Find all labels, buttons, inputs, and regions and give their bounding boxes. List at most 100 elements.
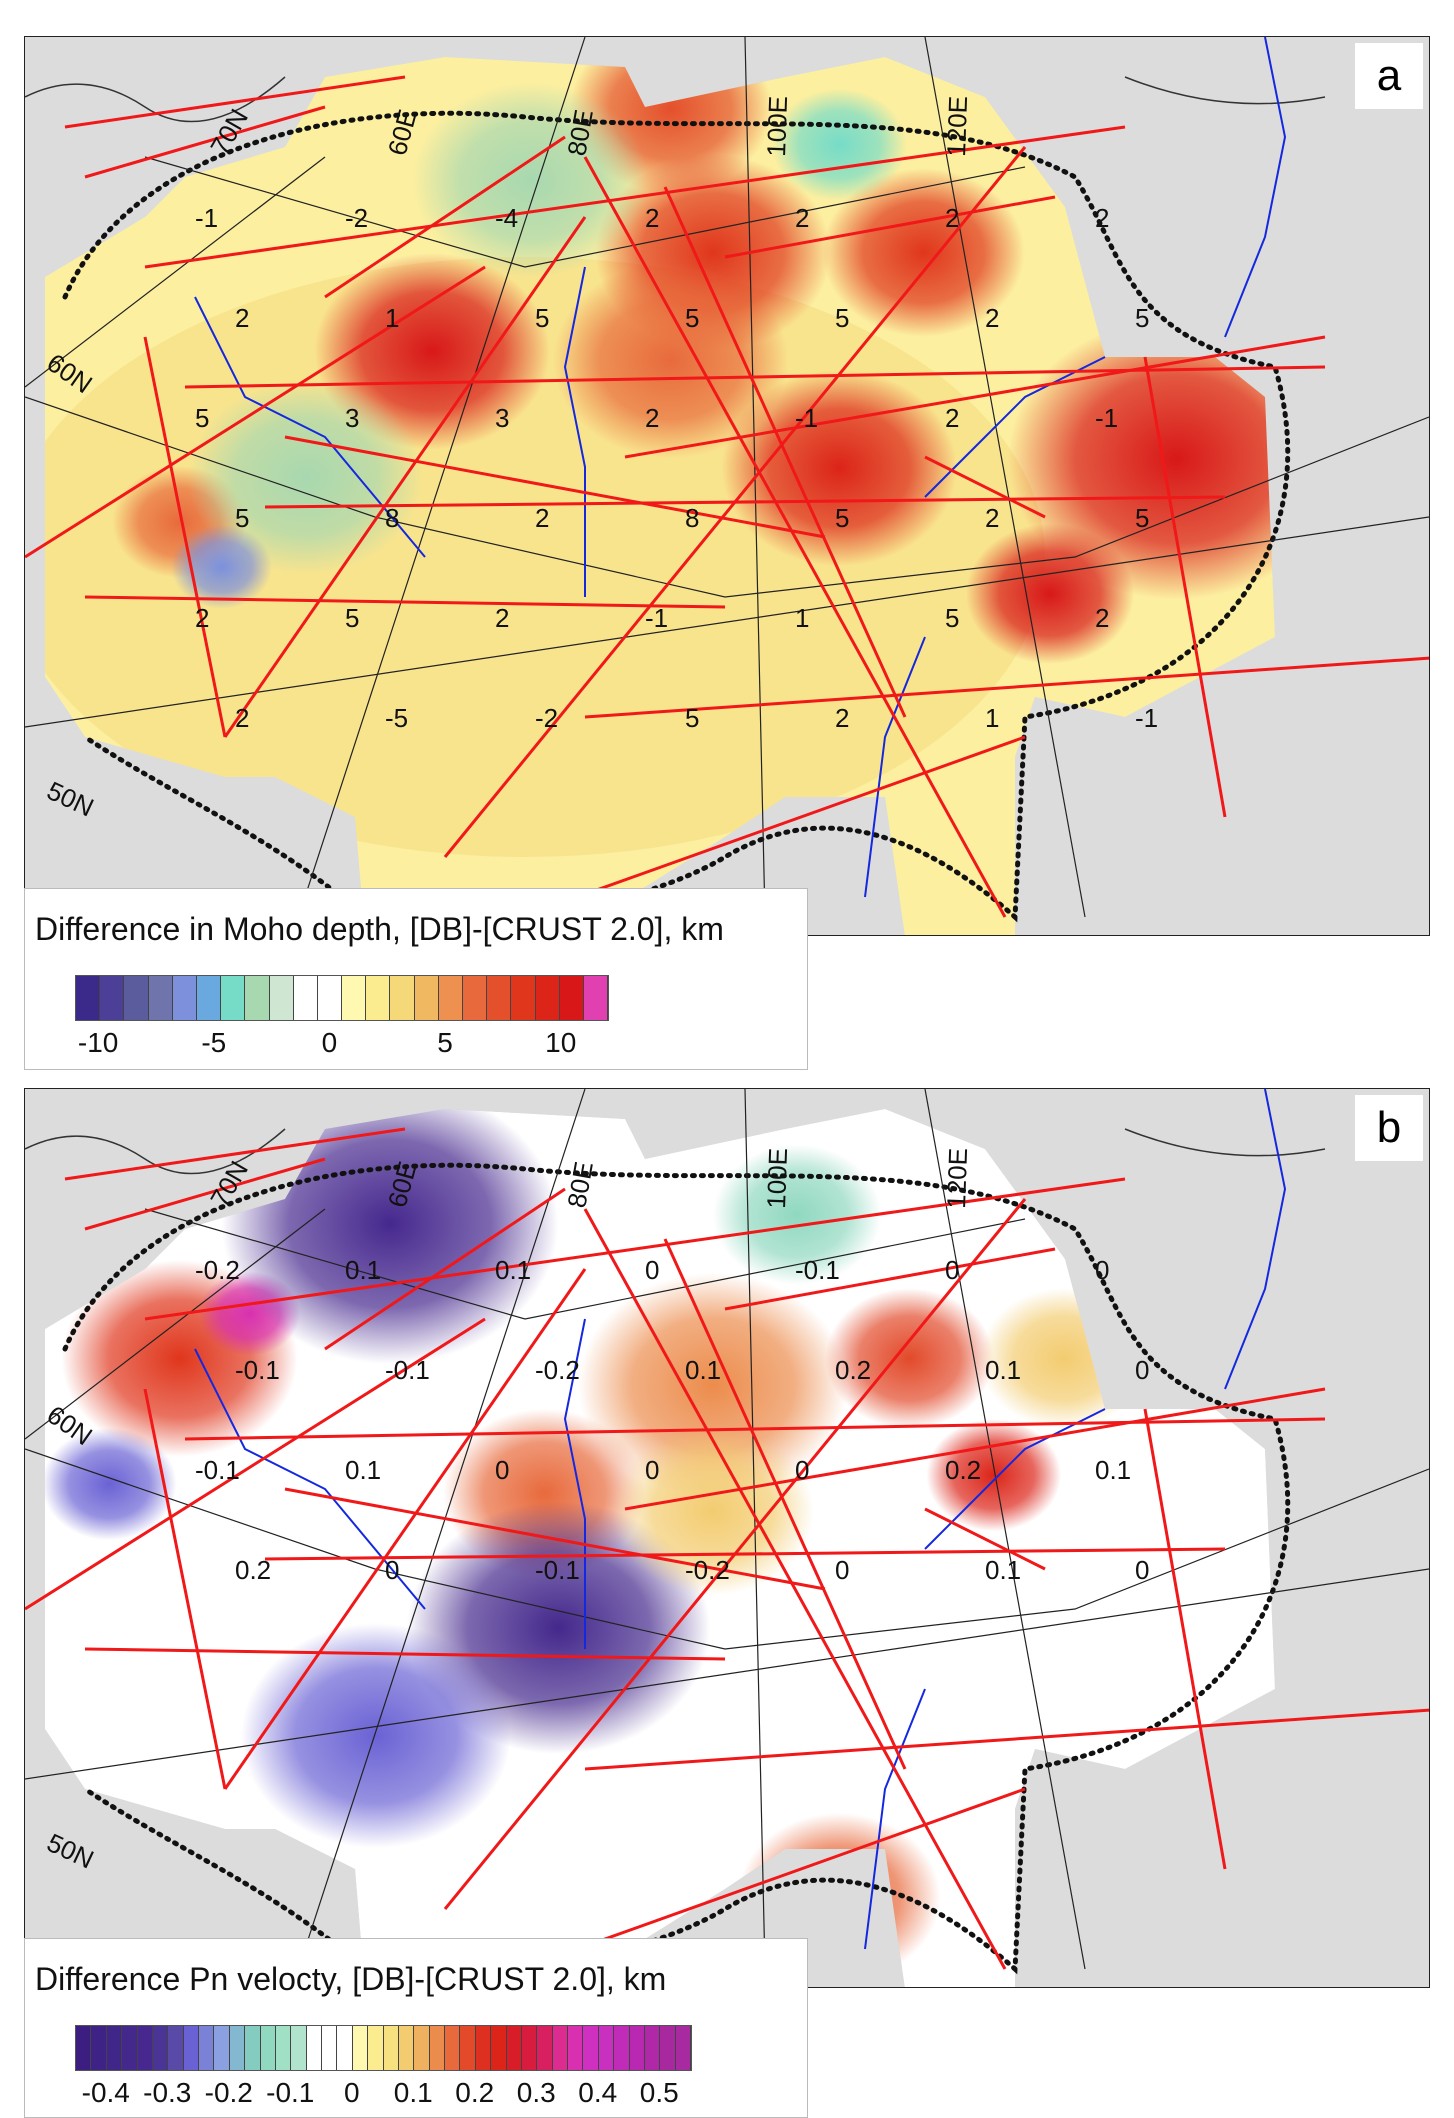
contour-label: 0 [495,1455,509,1485]
colorbar-swatch [568,2026,584,2070]
contour-label: 0 [1135,1555,1149,1585]
contour-label: 1 [385,303,399,333]
river [924,356,1106,498]
graticule-label: 100E [761,95,793,157]
moho-colorbar-legend: Difference in Moho depth, [DB]-[CRUST 2.… [24,888,808,1070]
colorbar-tick-label: 0.4 [578,2077,618,2108]
contour-label: 0 [795,1455,809,1485]
graticule-line [25,1208,326,1440]
colorbar-swatch [168,2026,184,2070]
colorbar-swatch [629,2026,645,2070]
anomaly-blob [45,1427,177,1541]
graticule-line [25,396,1429,598]
river [1224,1089,1287,1390]
colorbar-tick-label: 0.5 [639,2077,679,2108]
contour-label: 0.1 [345,1255,381,1285]
seismic-profile [924,455,1046,519]
seismic-profile [324,1187,566,1351]
contour-label: 2 [945,403,959,433]
colorbar-swatch [506,2026,522,2070]
river [563,266,586,597]
contour-label: 0.2 [945,1455,981,1485]
contour-label: 5 [685,303,699,333]
coastline [25,1128,1326,1175]
colorbar-swatch [306,2026,322,2070]
anomaly-blob [241,1623,511,1848]
seismic-profile [584,1708,1429,1771]
seismic-profile [284,435,826,539]
colorbar-swatch [196,976,222,1020]
contour-label: 2 [945,203,959,233]
contour-label: -2 [345,203,368,233]
contour-label: -1 [1095,403,1118,433]
graticule-line [924,37,1086,918]
contour-label: 5 [685,703,699,733]
contour-label: 5 [195,403,209,433]
colorbar-swatch [275,2026,292,2070]
contour-label: 0 [1095,1255,1109,1285]
pn-colorbar-legend: Difference Pn velocty, [DB]-[CRUST 2.0],… [24,1938,808,2118]
colorbar-swatch [100,976,125,1020]
colorbar-swatch [414,976,439,1020]
colorbar-tick-label: 5 [437,1027,453,1058]
colorbar-tick-label: -5 [201,1027,227,1058]
seismic-profile [144,1177,1126,1321]
contour-label: 0 [1135,1355,1149,1385]
graticule-line [924,1089,1086,1970]
contour-label: 5 [345,603,359,633]
colorbar-swatch [552,2026,568,2070]
contour-label: 5 [835,303,849,333]
contour-label: 2 [535,503,549,533]
seismic-profile [144,125,1126,269]
contour-label: 1 [795,603,809,633]
contour-label: -0.1 [385,1355,430,1385]
seismic-profile [84,595,726,609]
graticule-line [25,516,1429,728]
contour-label: 1 [985,703,999,733]
colorbar-swatch [537,2026,553,2070]
seismic-profile [143,1388,227,1790]
colorbar-swatch [291,2026,307,2070]
seismic-profile [223,1268,587,1790]
seismic-profile [443,1198,1027,1910]
contour-label: 0 [835,1555,849,1585]
seismic-profile [583,1208,1007,1970]
seismic-profile [25,265,486,559]
colorbar-tick-label: -0.1 [266,2077,315,2108]
graticule-label: 120E [941,1147,973,1209]
river [864,636,926,898]
graticule-line [25,1448,1429,1650]
colorbar-swatch [172,976,197,1020]
river [1224,37,1287,338]
colorbar [75,975,609,1021]
contour-label: 0 [945,1255,959,1285]
colorbar-swatch [337,2026,353,2070]
contour-label: 0.1 [985,1555,1021,1585]
seismic-profile [583,156,1007,918]
colorbar-swatch [583,976,609,1020]
contour-label: 2 [985,303,999,333]
colorbar-tick-label: -10 [77,1027,119,1058]
contour-label: 5 [945,603,959,633]
colorbar-swatch [245,976,270,1020]
anomaly-blob [965,523,1135,664]
graticule-label: 50N [42,1827,98,1874]
seismic-profile [924,1507,1046,1571]
contour-label: 2 [645,403,659,433]
contour-label: -0.1 [795,1255,840,1285]
contour-label: 0 [645,1255,659,1285]
contour-label: 0.2 [835,1355,871,1385]
contour-label: -0.1 [535,1555,580,1585]
panel-label: b [1355,1095,1423,1161]
colorbar-swatch [183,2026,199,2070]
graticule-label: 70N [204,1156,254,1212]
seismic-profile [264,495,1226,509]
colorbar [75,2025,692,2071]
colorbar-tick-label: 0 [321,1027,338,1058]
contour-label: 2 [235,703,249,733]
colorbar-swatch [106,2026,123,2070]
colorbar-tick-label: 10 [545,1027,577,1058]
seismic-profile [624,1387,1326,1511]
colorbar-swatch [614,2026,630,2070]
